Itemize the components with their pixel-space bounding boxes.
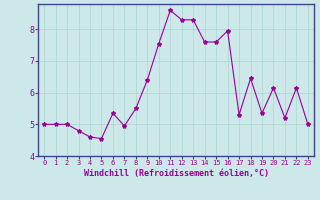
X-axis label: Windchill (Refroidissement éolien,°C): Windchill (Refroidissement éolien,°C)	[84, 169, 268, 178]
